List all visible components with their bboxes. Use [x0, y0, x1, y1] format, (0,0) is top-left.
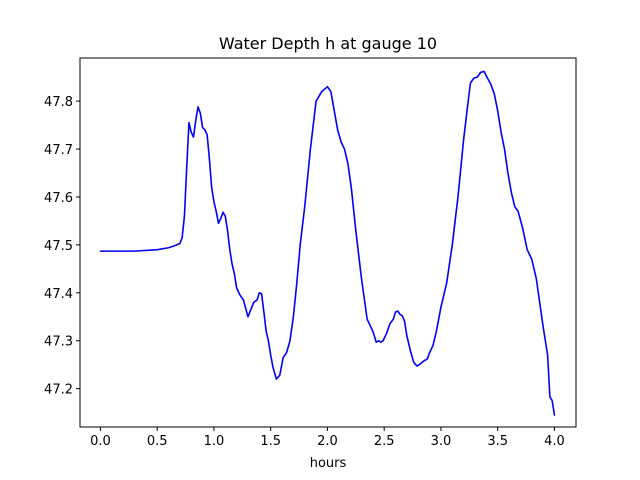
- y-tick-label: 47.5: [44, 239, 73, 254]
- x-tick-label: 2.0: [317, 434, 338, 449]
- x-tick-label: 3.0: [431, 434, 452, 449]
- y-tick-label: 47.6: [44, 191, 73, 206]
- x-tick-label: 1.0: [204, 434, 225, 449]
- y-tick-label: 47.3: [44, 335, 73, 350]
- x-tick-label: 0.0: [90, 434, 111, 449]
- plot-area-frame: [79, 57, 577, 428]
- y-tick-label: 47.7: [44, 143, 73, 158]
- series-layer: [99, 70, 556, 416]
- y-axis: 47.2 47.3 47.4 47.5 47.6 47.7 47.8: [44, 95, 80, 398]
- x-tick-label: 2.5: [374, 434, 395, 449]
- x-axis-label: hours: [310, 456, 347, 471]
- y-tick-label: 47.4: [44, 287, 73, 302]
- x-tick-label: 3.5: [487, 434, 508, 449]
- chart-title: Water Depth h at gauge 10: [219, 34, 437, 53]
- y-tick-label: 47.2: [44, 383, 73, 398]
- x-tick-label: 0.5: [147, 434, 168, 449]
- x-tick-label: 4.0: [544, 434, 565, 449]
- y-tick-label: 47.8: [44, 95, 73, 110]
- x-tick-label: 1.5: [260, 434, 281, 449]
- x-axis: 0.0 0.5 1.0 1.5 2.0 2.5 3.0 3.5 4.0: [90, 427, 565, 449]
- series-line: [99, 70, 556, 416]
